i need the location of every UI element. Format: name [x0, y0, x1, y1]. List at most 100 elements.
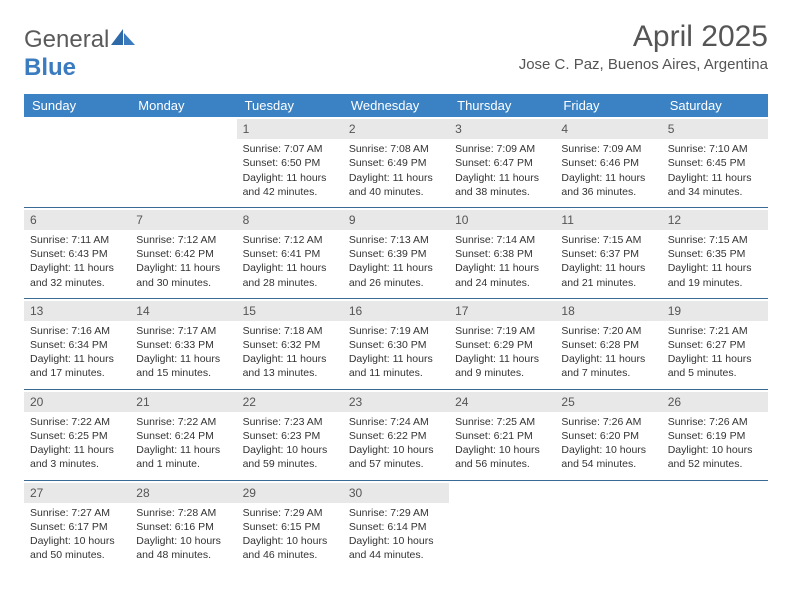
- calendar-day-cell: 1Sunrise: 7:07 AMSunset: 6:50 PMDaylight…: [237, 117, 343, 207]
- daylight-text: Daylight: 11 hours and 36 minutes.: [561, 171, 655, 199]
- sunrise-text: Sunrise: 7:15 AM: [561, 233, 655, 247]
- daylight-text: Daylight: 11 hours and 21 minutes.: [561, 261, 655, 289]
- sunset-text: Sunset: 6:49 PM: [349, 156, 443, 170]
- calendar-day-cell: 28Sunrise: 7:28 AMSunset: 6:16 PMDayligh…: [130, 480, 236, 570]
- sunset-text: Sunset: 6:16 PM: [136, 520, 230, 534]
- sunset-text: Sunset: 6:22 PM: [349, 429, 443, 443]
- sunset-text: Sunset: 6:38 PM: [455, 247, 549, 261]
- sunrise-text: Sunrise: 7:29 AM: [349, 506, 443, 520]
- sunset-text: Sunset: 6:41 PM: [243, 247, 337, 261]
- day-number: 4: [555, 119, 661, 139]
- sunset-text: Sunset: 6:37 PM: [561, 247, 655, 261]
- day-number: 19: [662, 301, 768, 321]
- sunset-text: Sunset: 6:15 PM: [243, 520, 337, 534]
- sunset-text: Sunset: 6:46 PM: [561, 156, 655, 170]
- calendar-day-cell: 22Sunrise: 7:23 AMSunset: 6:23 PMDayligh…: [237, 389, 343, 480]
- calendar-day-cell: 21Sunrise: 7:22 AMSunset: 6:24 PMDayligh…: [130, 389, 236, 480]
- sunset-text: Sunset: 6:24 PM: [136, 429, 230, 443]
- calendar-day-cell: 12Sunrise: 7:15 AMSunset: 6:35 PMDayligh…: [662, 207, 768, 298]
- weekday-header: Monday: [130, 94, 236, 117]
- sunrise-text: Sunrise: 7:12 AM: [243, 233, 337, 247]
- sunset-text: Sunset: 6:25 PM: [30, 429, 124, 443]
- sunrise-text: Sunrise: 7:11 AM: [30, 233, 124, 247]
- sunset-text: Sunset: 6:27 PM: [668, 338, 762, 352]
- sunrise-text: Sunrise: 7:12 AM: [136, 233, 230, 247]
- daylight-text: Daylight: 11 hours and 24 minutes.: [455, 261, 549, 289]
- sunset-text: Sunset: 6:47 PM: [455, 156, 549, 170]
- daylight-text: Daylight: 11 hours and 3 minutes.: [30, 443, 124, 471]
- sunrise-text: Sunrise: 7:17 AM: [136, 324, 230, 338]
- location-text: Jose C. Paz, Buenos Aires, Argentina: [519, 56, 768, 73]
- daylight-text: Daylight: 11 hours and 34 minutes.: [668, 171, 762, 199]
- sunrise-text: Sunrise: 7:15 AM: [668, 233, 762, 247]
- sunset-text: Sunset: 6:21 PM: [455, 429, 549, 443]
- daylight-text: Daylight: 10 hours and 46 minutes.: [243, 534, 337, 562]
- calendar-empty-cell: [449, 480, 555, 570]
- day-number: 28: [130, 483, 236, 503]
- sunset-text: Sunset: 6:17 PM: [30, 520, 124, 534]
- sunrise-text: Sunrise: 7:25 AM: [455, 415, 549, 429]
- daylight-text: Daylight: 10 hours and 52 minutes.: [668, 443, 762, 471]
- daylight-text: Daylight: 11 hours and 28 minutes.: [243, 261, 337, 289]
- weekday-header: Saturday: [662, 94, 768, 117]
- daylight-text: Daylight: 11 hours and 42 minutes.: [243, 171, 337, 199]
- day-number: 23: [343, 392, 449, 412]
- calendar-day-cell: 13Sunrise: 7:16 AMSunset: 6:34 PMDayligh…: [24, 298, 130, 389]
- header: General Blue April 2025 Jose C. Paz, Bue…: [24, 20, 768, 82]
- daylight-text: Daylight: 10 hours and 57 minutes.: [349, 443, 443, 471]
- day-number: 22: [237, 392, 343, 412]
- daylight-text: Daylight: 11 hours and 17 minutes.: [30, 352, 124, 380]
- calendar-week-row: 13Sunrise: 7:16 AMSunset: 6:34 PMDayligh…: [24, 298, 768, 389]
- sunrise-text: Sunrise: 7:26 AM: [561, 415, 655, 429]
- sunset-text: Sunset: 6:35 PM: [668, 247, 762, 261]
- calendar-header-row: SundayMondayTuesdayWednesdayThursdayFrid…: [24, 94, 768, 117]
- calendar-day-cell: 27Sunrise: 7:27 AMSunset: 6:17 PMDayligh…: [24, 480, 130, 570]
- day-number: 7: [130, 210, 236, 230]
- calendar-week-row: 27Sunrise: 7:27 AMSunset: 6:17 PMDayligh…: [24, 480, 768, 570]
- daylight-text: Daylight: 11 hours and 1 minute.: [136, 443, 230, 471]
- daylight-text: Daylight: 11 hours and 9 minutes.: [455, 352, 549, 380]
- daylight-text: Daylight: 10 hours and 48 minutes.: [136, 534, 230, 562]
- sunrise-text: Sunrise: 7:22 AM: [136, 415, 230, 429]
- day-number: 24: [449, 392, 555, 412]
- daylight-text: Daylight: 11 hours and 19 minutes.: [668, 261, 762, 289]
- daylight-text: Daylight: 11 hours and 11 minutes.: [349, 352, 443, 380]
- day-number: 11: [555, 210, 661, 230]
- calendar-day-cell: 6Sunrise: 7:11 AMSunset: 6:43 PMDaylight…: [24, 207, 130, 298]
- sunrise-text: Sunrise: 7:07 AM: [243, 142, 337, 156]
- sunrise-text: Sunrise: 7:26 AM: [668, 415, 762, 429]
- daylight-text: Daylight: 10 hours and 56 minutes.: [455, 443, 549, 471]
- calendar-table: SundayMondayTuesdayWednesdayThursdayFrid…: [24, 94, 768, 570]
- calendar-day-cell: 8Sunrise: 7:12 AMSunset: 6:41 PMDaylight…: [237, 207, 343, 298]
- calendar-day-cell: 25Sunrise: 7:26 AMSunset: 6:20 PMDayligh…: [555, 389, 661, 480]
- sunrise-text: Sunrise: 7:13 AM: [349, 233, 443, 247]
- daylight-text: Daylight: 10 hours and 50 minutes.: [30, 534, 124, 562]
- day-number: 1: [237, 119, 343, 139]
- daylight-text: Daylight: 10 hours and 44 minutes.: [349, 534, 443, 562]
- calendar-week-row: 20Sunrise: 7:22 AMSunset: 6:25 PMDayligh…: [24, 389, 768, 480]
- day-number: 3: [449, 119, 555, 139]
- calendar-day-cell: 14Sunrise: 7:17 AMSunset: 6:33 PMDayligh…: [130, 298, 236, 389]
- calendar-day-cell: 18Sunrise: 7:20 AMSunset: 6:28 PMDayligh…: [555, 298, 661, 389]
- calendar-empty-cell: [555, 480, 661, 570]
- calendar-day-cell: 11 Sunrise: 7:15 AMSunset: 6:37 PMDayligh…: [555, 207, 661, 298]
- calendar-day-cell: 23Sunrise: 7:24 AMSunset: 6:22 PMDayligh…: [343, 389, 449, 480]
- day-number: 15: [237, 301, 343, 321]
- weekday-header: Wednesday: [343, 94, 449, 117]
- calendar-day-cell: 5Sunrise: 7:10 AMSunset: 6:45 PMDaylight…: [662, 117, 768, 207]
- day-number: 17: [449, 301, 555, 321]
- daylight-text: Daylight: 11 hours and 32 minutes.: [30, 261, 124, 289]
- day-number: 6: [24, 210, 130, 230]
- sunrise-text: Sunrise: 7:23 AM: [243, 415, 337, 429]
- sunrise-text: Sunrise: 7:21 AM: [668, 324, 762, 338]
- day-number: 27: [24, 483, 130, 503]
- weekday-header: Friday: [555, 94, 661, 117]
- sunset-text: Sunset: 6:29 PM: [455, 338, 549, 352]
- calendar-day-cell: 16Sunrise: 7:19 AMSunset: 6:30 PMDayligh…: [343, 298, 449, 389]
- sunset-text: Sunset: 6:34 PM: [30, 338, 124, 352]
- title-block: April 2025 Jose C. Paz, Buenos Aires, Ar…: [519, 20, 768, 73]
- sunset-text: Sunset: 6:45 PM: [668, 156, 762, 170]
- daylight-text: Daylight: 10 hours and 59 minutes.: [243, 443, 337, 471]
- calendar-empty-cell: [130, 117, 236, 207]
- sunset-text: Sunset: 6:33 PM: [136, 338, 230, 352]
